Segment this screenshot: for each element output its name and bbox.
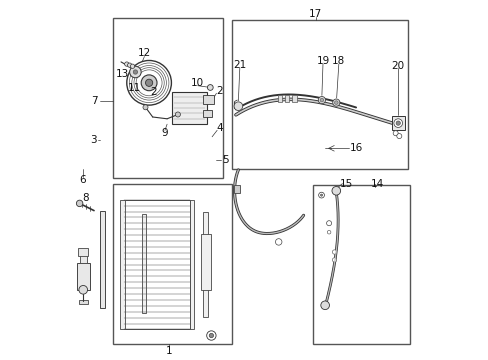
Circle shape xyxy=(141,75,157,91)
Circle shape xyxy=(320,98,323,102)
Text: 15: 15 xyxy=(340,179,353,189)
Circle shape xyxy=(175,112,180,117)
Text: 9: 9 xyxy=(162,128,168,138)
Text: 14: 14 xyxy=(370,179,384,189)
Text: 10: 10 xyxy=(191,78,204,88)
Bar xyxy=(189,200,194,329)
Bar xyxy=(233,185,240,193)
Circle shape xyxy=(392,131,397,136)
Text: 7: 7 xyxy=(90,96,97,106)
Circle shape xyxy=(127,63,132,67)
Bar xyxy=(79,300,87,304)
Circle shape xyxy=(142,105,148,110)
Text: 11: 11 xyxy=(127,83,141,93)
Circle shape xyxy=(130,64,134,68)
Text: 13: 13 xyxy=(116,69,129,79)
Bar xyxy=(77,263,89,290)
Circle shape xyxy=(332,258,336,262)
Text: 2: 2 xyxy=(150,87,157,97)
Circle shape xyxy=(76,200,82,207)
Circle shape xyxy=(318,96,325,104)
Text: 5: 5 xyxy=(222,155,228,165)
Circle shape xyxy=(207,85,213,90)
Bar xyxy=(391,116,404,130)
Text: 20: 20 xyxy=(391,60,404,71)
Bar xyxy=(231,20,407,169)
Circle shape xyxy=(124,62,129,66)
Text: 6: 6 xyxy=(79,175,85,185)
Text: 16: 16 xyxy=(349,143,362,153)
Text: 17: 17 xyxy=(308,9,322,19)
Circle shape xyxy=(320,301,329,310)
Text: 19: 19 xyxy=(316,56,329,66)
Circle shape xyxy=(234,102,242,111)
Bar xyxy=(285,95,289,102)
Bar xyxy=(203,212,207,317)
Text: 4: 4 xyxy=(216,123,223,133)
Bar xyxy=(172,92,206,124)
Circle shape xyxy=(206,331,216,340)
Bar xyxy=(80,254,87,263)
Text: 3: 3 xyxy=(90,135,97,145)
Circle shape xyxy=(326,230,330,234)
Circle shape xyxy=(126,60,171,105)
Circle shape xyxy=(133,70,137,74)
Text: 18: 18 xyxy=(331,56,345,66)
Text: 12: 12 xyxy=(138,48,151,58)
Text: 1: 1 xyxy=(165,346,172,356)
Circle shape xyxy=(396,134,401,139)
Bar xyxy=(123,200,190,329)
Text: 8: 8 xyxy=(82,193,88,203)
Text: 21: 21 xyxy=(233,60,246,70)
Circle shape xyxy=(79,285,87,294)
Bar xyxy=(203,95,213,104)
Bar xyxy=(277,95,282,102)
Bar xyxy=(113,18,223,178)
Circle shape xyxy=(334,101,337,104)
Circle shape xyxy=(395,121,400,125)
Circle shape xyxy=(129,66,141,78)
Bar xyxy=(120,200,124,329)
Bar xyxy=(312,185,409,344)
Circle shape xyxy=(320,194,322,196)
Bar xyxy=(142,214,146,313)
Bar xyxy=(78,248,88,256)
Circle shape xyxy=(393,119,402,127)
Text: 2: 2 xyxy=(216,86,222,96)
Bar xyxy=(100,211,104,308)
Circle shape xyxy=(332,99,339,106)
Circle shape xyxy=(145,79,152,86)
Circle shape xyxy=(318,192,324,198)
Circle shape xyxy=(331,186,340,195)
Circle shape xyxy=(209,333,213,338)
Circle shape xyxy=(275,239,282,245)
Bar xyxy=(113,184,231,344)
Circle shape xyxy=(332,250,336,254)
Bar xyxy=(292,95,296,102)
Bar xyxy=(200,234,210,290)
Circle shape xyxy=(326,221,331,226)
Bar xyxy=(203,110,212,117)
